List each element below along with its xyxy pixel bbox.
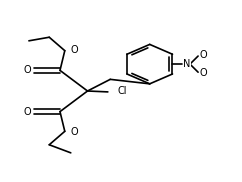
Text: O: O bbox=[71, 127, 78, 137]
Text: O: O bbox=[23, 107, 31, 117]
Text: N: N bbox=[183, 59, 190, 69]
Text: O: O bbox=[71, 45, 78, 55]
Text: O: O bbox=[199, 68, 207, 78]
Text: O: O bbox=[199, 50, 207, 60]
Text: Cl: Cl bbox=[118, 86, 127, 96]
Text: O: O bbox=[23, 65, 31, 75]
